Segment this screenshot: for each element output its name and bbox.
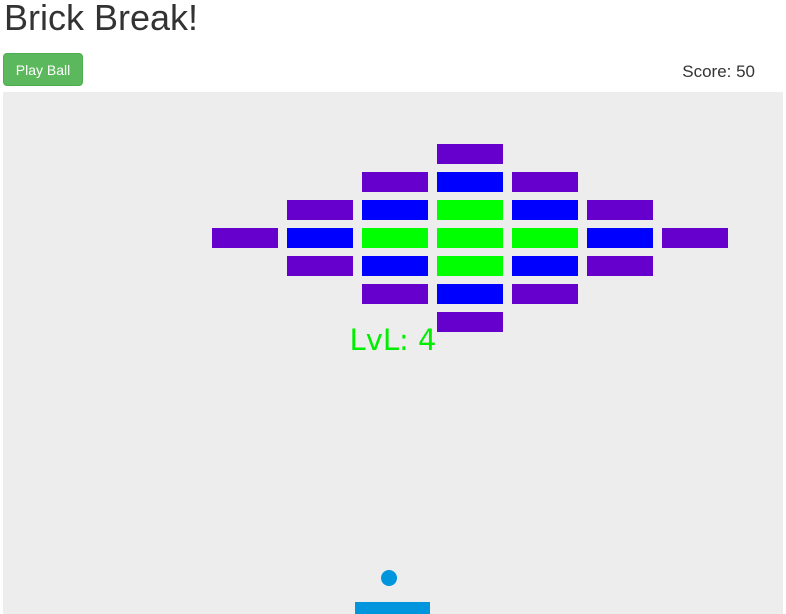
brick-blue	[362, 200, 428, 220]
brick-purple	[662, 228, 728, 248]
brick-purple	[437, 144, 503, 164]
brick-green	[362, 228, 428, 248]
brick-purple	[512, 284, 578, 304]
brick-blue	[437, 284, 503, 304]
brick-blue	[512, 200, 578, 220]
brick-purple	[362, 284, 428, 304]
brick-blue	[287, 228, 353, 248]
brick-green	[512, 228, 578, 248]
score-display: Score: 50	[682, 62, 755, 81]
brick-blue	[437, 172, 503, 192]
level-indicator: LvL: 4	[349, 323, 437, 357]
brick-blue	[512, 256, 578, 276]
play-ball-button[interactable]: Play Ball	[3, 53, 83, 86]
brick-purple	[287, 200, 353, 220]
brick-purple	[587, 256, 653, 276]
brick-blue	[587, 228, 653, 248]
brick-green	[437, 200, 503, 220]
ball	[381, 570, 397, 586]
brick-purple	[362, 172, 428, 192]
brick-purple	[587, 200, 653, 220]
game-board[interactable]: LvL: 4	[3, 92, 783, 614]
brick-purple	[437, 312, 503, 332]
brick-green	[437, 256, 503, 276]
brick-purple	[287, 256, 353, 276]
brick-blue	[362, 256, 428, 276]
page-title: Brick Break!	[4, 0, 199, 38]
brick-purple	[512, 172, 578, 192]
brick-purple	[212, 228, 278, 248]
brick-green	[437, 228, 503, 248]
paddle[interactable]	[355, 602, 430, 614]
